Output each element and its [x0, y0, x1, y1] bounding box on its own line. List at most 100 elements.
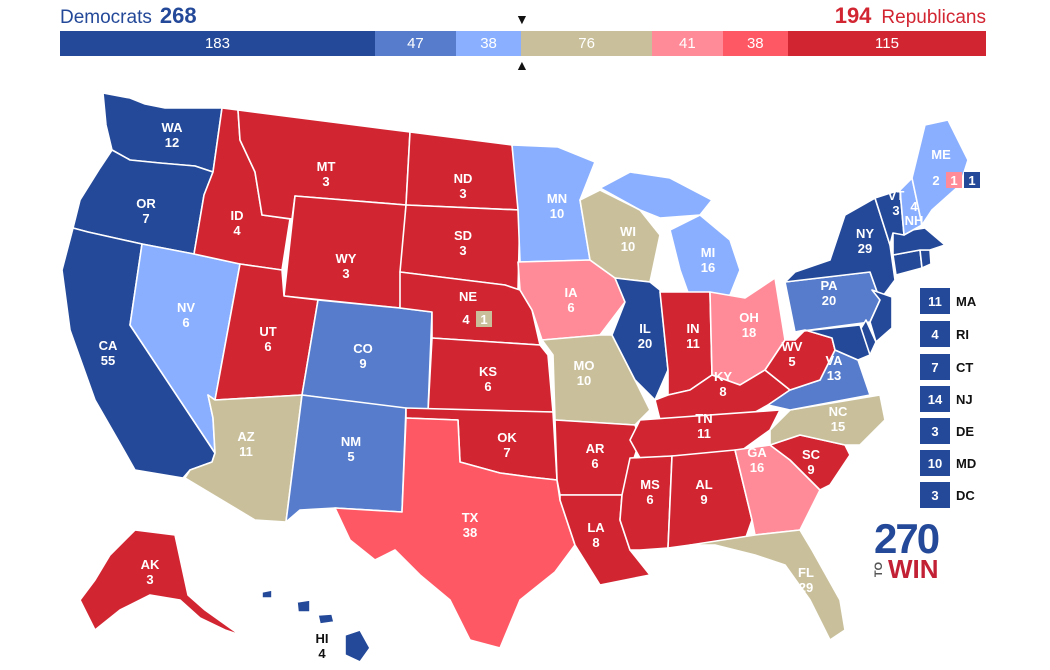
state-mi[interactable] [669, 214, 741, 299]
nj-ev: 14 [928, 392, 943, 407]
ev-bar-segment-likely-d: 47 [374, 31, 456, 56]
svg-text:NE: NE [459, 289, 477, 304]
ne-district-2-box[interactable] [476, 311, 492, 327]
270towin-logo[interactable]: 270 TO WIN [872, 515, 952, 584]
republicans-label: Republicans [881, 7, 986, 28]
dc-box[interactable] [920, 482, 950, 508]
ne-district-2-value: 1 [480, 312, 487, 327]
republicans-header: 194 Republicans [835, 3, 986, 29]
svg-text:KS6: KS 6 [479, 364, 497, 394]
nj-box[interactable] [920, 386, 950, 412]
ri-box[interactable] [920, 321, 950, 347]
state-ks[interactable] [427, 337, 554, 413]
democrats-label: Democrats [60, 7, 152, 28]
me-district-2-box[interactable] [946, 172, 962, 188]
svg-text:CO9: CO 9 [353, 341, 373, 371]
republicans-total: 194 [834, 3, 872, 28]
svg-text:LA8: LA 8 [587, 520, 605, 550]
state-hi-islands[interactable] [261, 589, 335, 625]
ne-district-total-box[interactable] [458, 311, 474, 327]
ev-bar-segment-safe-r: 115 [788, 31, 986, 56]
ma-box[interactable] [920, 288, 950, 314]
svg-text:KY8: KY 8 [714, 369, 732, 399]
state-mi-upper[interactable] [599, 171, 713, 219]
svg-text:MT3: MT 3 [317, 159, 336, 189]
svg-text:AR6: AR 6 [586, 441, 605, 471]
svg-text:ND3: ND 3 [454, 171, 473, 201]
small-states-legend: 11 MA 4 RI 7 CT 14 NJ 3 DE 10 MD 3 DC [920, 288, 977, 508]
svg-text:SD3: SD 3 [454, 228, 472, 258]
svg-text:SC9: SC 9 [802, 447, 821, 477]
me-district-1-box[interactable] [964, 172, 980, 188]
svg-text:WY3: WY 3 [336, 251, 357, 281]
md-ev: 10 [928, 456, 942, 471]
svg-text:AL9: AL 9 [695, 477, 712, 507]
svg-text:OK7: OK 7 [497, 430, 517, 460]
state-hi[interactable] [344, 629, 371, 663]
state-fl[interactable] [689, 529, 846, 641]
ev-bar-segment-tossup: 76 [521, 31, 653, 56]
electoral-vote-bar: 183 47 38 76 41 38 115 [60, 31, 986, 56]
logo-number: 270 [874, 515, 940, 562]
svg-text:4NH: 4 NH [905, 199, 924, 228]
svg-text:VT3: VT 3 [888, 188, 905, 218]
ri-code: RI [956, 327, 969, 342]
state-vt[interactable] [874, 189, 905, 246]
md-code: MD [956, 456, 976, 471]
svg-text:HI4: HI 4 [316, 631, 329, 661]
md-box[interactable] [920, 450, 950, 476]
democrats-total: 268 [159, 3, 197, 28]
svg-text:IA6: IA 6 [565, 285, 579, 315]
state-nm[interactable] [285, 394, 407, 523]
state-ri[interactable] [919, 249, 932, 269]
de-ev: 3 [931, 424, 938, 439]
ri-ev: 4 [931, 327, 939, 342]
state-labels: WA 12 OR 7 CA 55 NV 6 ID 4 MT 3 WY 3 UT 6 AZ 11 C… [99, 120, 951, 661]
ct-code: CT [956, 360, 973, 375]
state-ny[interactable] [784, 197, 896, 301]
ev-bar-segment-likely-r: 38 [722, 31, 788, 56]
de-box[interactable] [920, 418, 950, 444]
ma-ev: 11 [928, 294, 942, 309]
me-district-2-value: 1 [950, 173, 957, 188]
logo-to: TO [873, 562, 885, 578]
state-ak[interactable] [79, 529, 241, 636]
svg-text:UT6: UT 6 [259, 324, 276, 354]
dc-code: DC [956, 488, 975, 503]
svg-text:MS6: MS 6 [640, 477, 660, 507]
dc-ev: 3 [931, 488, 938, 503]
democrats-header: Democrats 268 [60, 3, 197, 29]
me-district-total-box[interactable] [928, 172, 944, 188]
svg-text:ID4: ID 4 [231, 208, 244, 238]
us-electoral-map: 2 1 1 4 1 WA 12 OR 7 CA 55 NV 6 ID 4 MT 3 WY 3 … [61, 92, 980, 663]
270-marker-up-icon: ▲ [515, 57, 529, 73]
me-district-1-value: 1 [968, 173, 975, 188]
state-md[interactable] [794, 324, 871, 361]
logo-win: WIN [888, 554, 939, 584]
state-wi[interactable] [579, 189, 661, 283]
ev-bar-segment-safe-d: 183 [60, 31, 375, 56]
state-tx[interactable] [334, 417, 576, 649]
svg-text:WV5: WV 5 [782, 339, 803, 369]
svg-text:NM5: NM 5 [341, 434, 361, 464]
ev-bar-segment-lean-d: 38 [455, 31, 522, 56]
nj-code: NJ [956, 392, 973, 407]
ct-ev: 7 [931, 360, 938, 375]
state-co[interactable] [301, 299, 433, 413]
ct-box[interactable] [920, 354, 950, 380]
